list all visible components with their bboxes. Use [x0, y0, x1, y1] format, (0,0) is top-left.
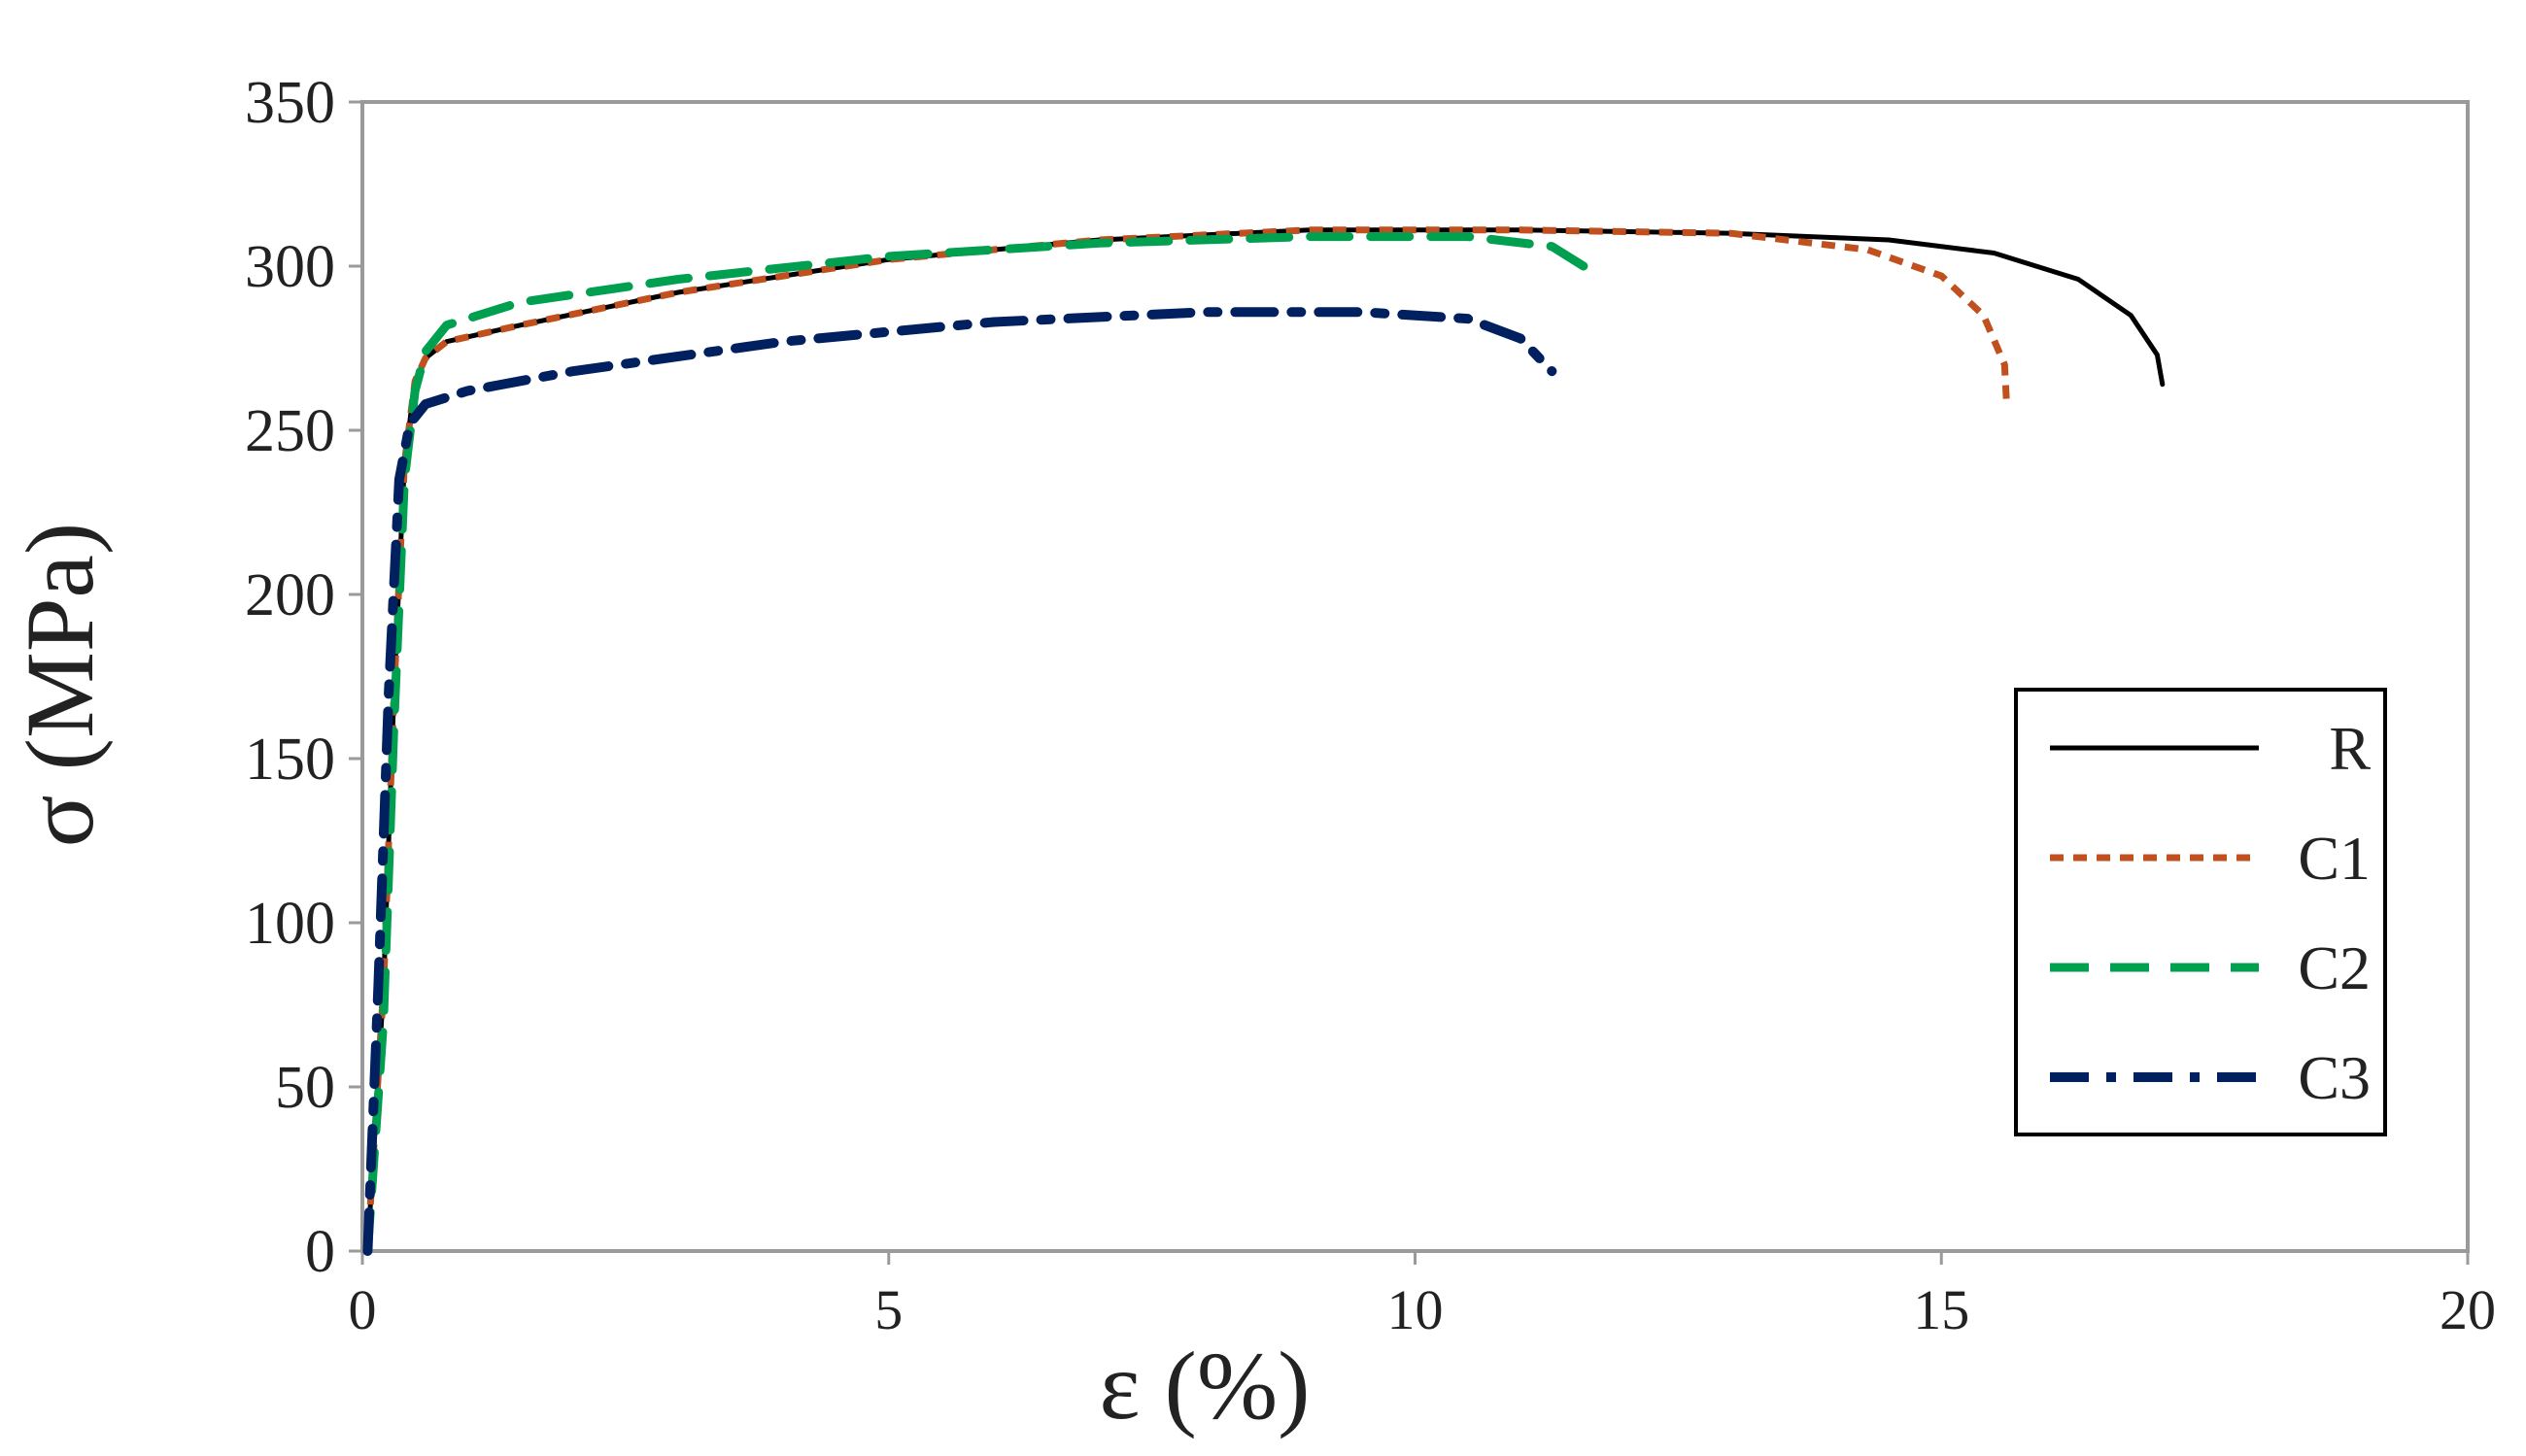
series-line-c2	[362, 232, 1588, 1256]
legend-box	[2014, 688, 2387, 1136]
y-tick-label: 50	[275, 1055, 335, 1121]
legend-label-c2: C2	[2298, 933, 2371, 1002]
series-line-c3	[362, 307, 1557, 1256]
x-tick-label: 10	[1387, 1278, 1444, 1341]
y-tick-label: 350	[245, 70, 335, 136]
legend: R C1 C2 C3	[2014, 688, 2387, 1136]
y-tick-label: 0	[305, 1219, 335, 1285]
legend-label-c3: C3	[2298, 1043, 2371, 1112]
y-tick-label: 250	[245, 398, 335, 464]
y-tick-label: 100	[245, 891, 335, 957]
legend-label-c1: C1	[2298, 824, 2371, 893]
y-tick-label: 150	[245, 727, 335, 793]
x-tick-label: 15	[1913, 1278, 1969, 1341]
legend-label-r: R	[2329, 714, 2371, 783]
x-tick-label: 0	[349, 1278, 377, 1341]
x-tick-label: 5	[874, 1278, 903, 1341]
x-tick-label: 20	[2440, 1278, 2496, 1341]
y-tick-label: 300	[245, 234, 335, 300]
x-axis-title: ε (%)	[1100, 1332, 1311, 1439]
y-tick-label: 200	[245, 562, 335, 628]
y-axis-title: σ (MPa)	[6, 523, 114, 847]
series-line-c1	[363, 226, 2010, 1252]
